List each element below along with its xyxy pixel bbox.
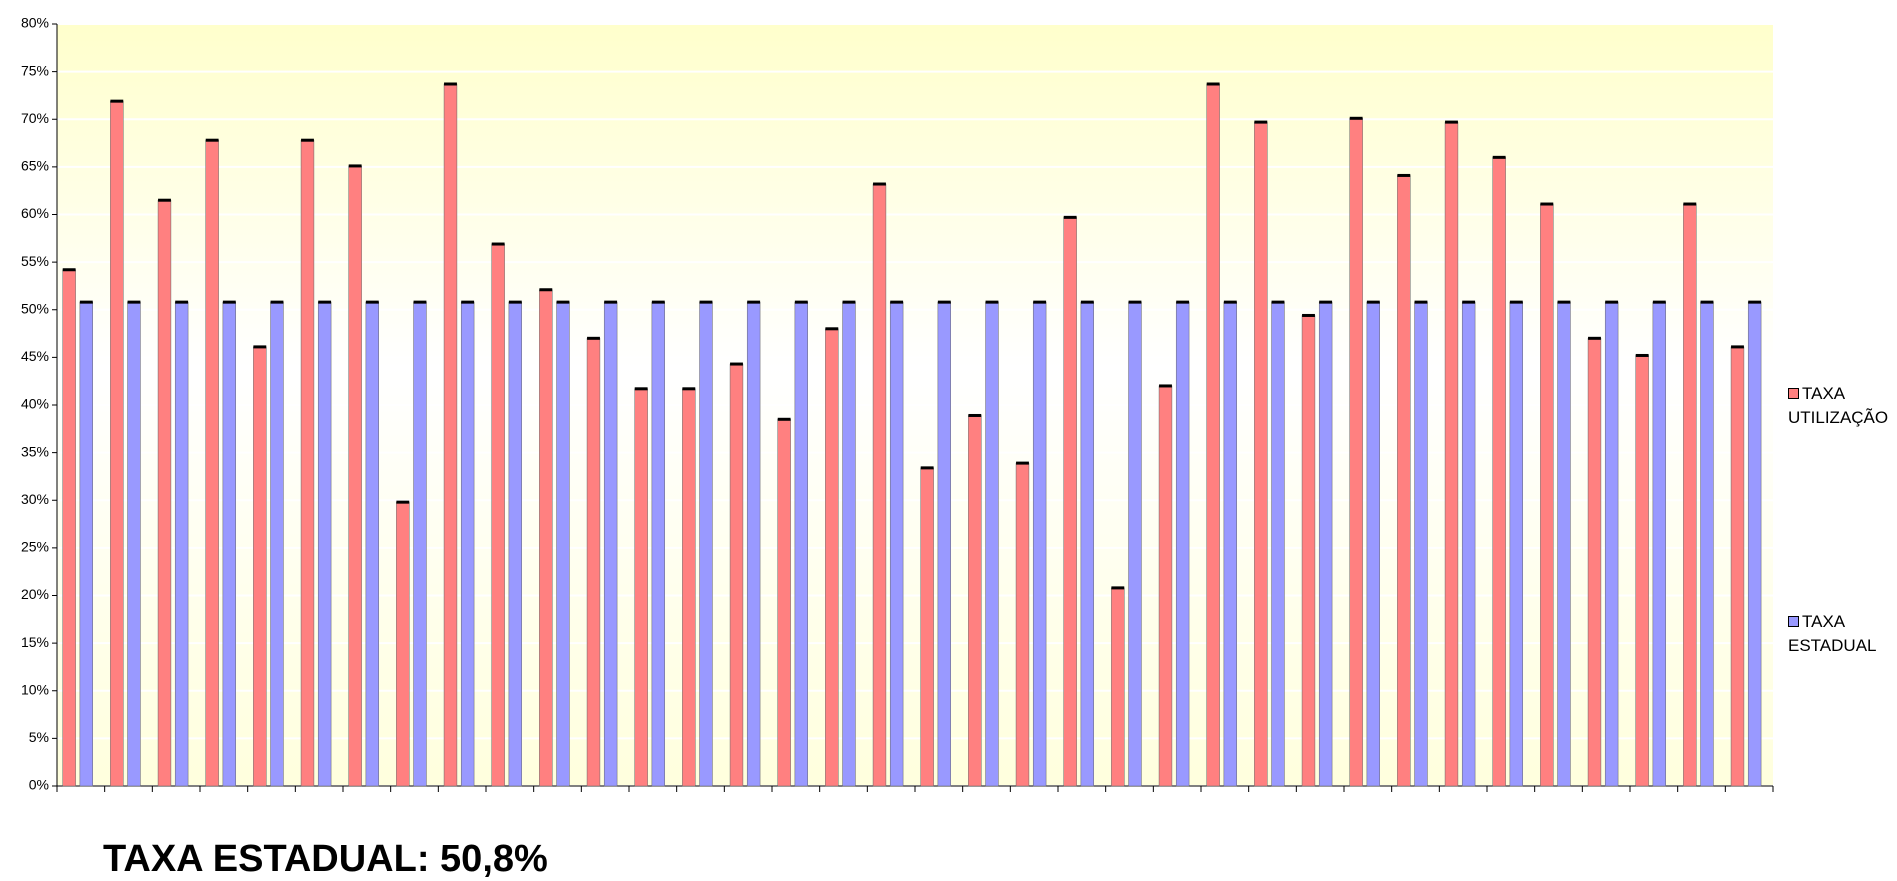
y-tick-label: 5%	[29, 729, 49, 745]
bar	[1587, 338, 1602, 787]
bar	[1557, 301, 1571, 787]
bar	[365, 301, 380, 787]
bar	[79, 301, 93, 787]
bar	[1128, 301, 1142, 787]
bar	[651, 301, 666, 787]
y-tick-label: 65%	[21, 158, 49, 174]
bar	[1318, 301, 1333, 787]
bar	[1349, 118, 1363, 787]
bar	[1397, 175, 1411, 787]
bar	[1254, 121, 1268, 787]
bar	[110, 100, 124, 787]
bar	[1080, 301, 1095, 787]
bar	[985, 301, 999, 787]
bar	[920, 467, 934, 787]
bar	[842, 301, 856, 787]
bar	[603, 301, 618, 787]
bar	[746, 301, 761, 787]
legend-item: TAXA ESTADUAL	[1788, 610, 1893, 658]
bar	[62, 269, 76, 787]
y-tick-label: 15%	[21, 634, 49, 650]
bar	[1509, 301, 1524, 787]
bar	[1158, 385, 1173, 787]
y-tick-label: 10%	[21, 681, 49, 697]
bar	[300, 139, 315, 787]
bar	[729, 363, 744, 787]
y-tick-label: 30%	[21, 491, 49, 507]
bar	[556, 301, 570, 787]
bar	[157, 199, 172, 787]
bar	[825, 328, 839, 787]
bar	[1301, 315, 1316, 787]
y-tick-label: 20%	[21, 586, 49, 602]
y-tick-label: 25%	[21, 539, 49, 555]
bar	[586, 338, 601, 787]
legend-label: TAXA UTILIZAÇÃO	[1788, 384, 1889, 427]
legend-label: TAXA ESTADUAL	[1788, 612, 1877, 655]
annotation: TAXA ESTADUAL: 50,8%	[103, 838, 548, 880]
bar	[1175, 301, 1190, 787]
bar	[1032, 301, 1047, 787]
y-tick-label: 50%	[21, 300, 49, 316]
bar	[1652, 301, 1667, 787]
bar	[1206, 83, 1220, 787]
bar	[1492, 157, 1506, 787]
bar	[968, 415, 982, 787]
y-tick-label: 80%	[21, 15, 49, 31]
bar	[413, 301, 427, 787]
legend-swatch	[1788, 616, 1799, 627]
bar	[1604, 301, 1619, 787]
bar	[1111, 587, 1125, 787]
bar	[1366, 301, 1381, 787]
y-tick-label: 60%	[21, 205, 49, 221]
bar	[1444, 121, 1459, 787]
bar	[396, 501, 410, 787]
bar	[777, 419, 791, 787]
bar	[682, 388, 696, 787]
bar	[253, 346, 267, 787]
bar	[699, 301, 713, 787]
y-tick-label: 0%	[29, 777, 49, 793]
bar	[1461, 301, 1476, 787]
legend-swatch	[1788, 388, 1799, 399]
bar	[1747, 301, 1762, 787]
bar	[317, 301, 332, 787]
bar	[222, 301, 237, 787]
bar	[1683, 203, 1697, 787]
bar	[1730, 346, 1745, 787]
bar	[539, 289, 553, 787]
bar	[270, 301, 284, 787]
bar	[174, 301, 189, 787]
bar	[491, 243, 505, 787]
bar	[1063, 217, 1077, 787]
bar	[872, 183, 887, 787]
bar	[205, 139, 219, 787]
y-tick-label: 45%	[21, 348, 49, 364]
y-tick-label: 35%	[21, 443, 49, 459]
bar	[794, 301, 809, 787]
y-tick-label: 55%	[21, 253, 49, 269]
bar	[443, 83, 458, 787]
bar	[1015, 462, 1030, 787]
bar	[889, 301, 904, 787]
y-tick-label: 40%	[21, 396, 49, 412]
bar	[1700, 301, 1714, 787]
y-tick-label: 75%	[21, 62, 49, 78]
bar	[937, 301, 952, 787]
bar	[1635, 355, 1649, 787]
bar	[1271, 301, 1285, 787]
bar	[508, 301, 523, 787]
bar	[1223, 301, 1238, 787]
legend-item: TAXA UTILIZAÇÃO	[1788, 382, 1893, 430]
bar	[460, 301, 475, 787]
bar	[1540, 203, 1554, 787]
bar	[127, 301, 141, 787]
y-tick-label: 70%	[21, 110, 49, 126]
bar	[1414, 301, 1428, 787]
bar	[634, 388, 648, 787]
bar	[348, 165, 362, 787]
